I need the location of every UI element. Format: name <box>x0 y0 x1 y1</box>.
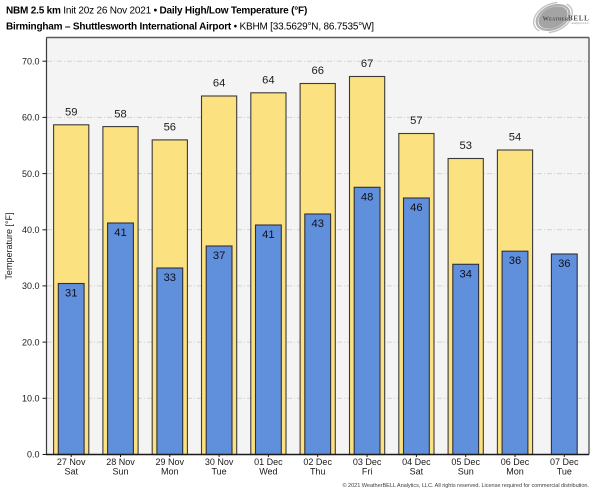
svg-text:02 Dec: 02 Dec <box>303 457 332 467</box>
svg-text:43: 43 <box>311 218 323 230</box>
svg-text:07 Dec: 07 Dec <box>550 457 579 467</box>
svg-text:© 2021 WeatherBELL Analytics,: © 2021 WeatherBELL Analytics, LLC. All r… <box>342 482 589 489</box>
svg-text:50.0: 50.0 <box>22 169 40 179</box>
svg-text:48: 48 <box>361 191 373 203</box>
svg-text:33: 33 <box>164 272 176 284</box>
svg-text:28 Nov: 28 Nov <box>106 457 135 467</box>
svg-text:Birmingham – Shuttlesworth Int: Birmingham – Shuttlesworth International… <box>6 22 374 33</box>
svg-text:30.0: 30.0 <box>22 281 40 291</box>
svg-text:31: 31 <box>65 288 77 300</box>
svg-text:36: 36 <box>509 255 521 267</box>
svg-text:37: 37 <box>213 250 225 262</box>
svg-text:66: 66 <box>311 65 323 77</box>
svg-text:29 Nov: 29 Nov <box>156 457 185 467</box>
svg-text:Tue: Tue <box>212 467 227 477</box>
svg-text:67: 67 <box>361 58 373 70</box>
svg-text:04 Dec: 04 Dec <box>402 457 431 467</box>
svg-text:40.0: 40.0 <box>22 225 40 235</box>
svg-text:Fri: Fri <box>362 467 373 477</box>
svg-text:Thu: Thu <box>310 467 326 477</box>
svg-text:Mon: Mon <box>506 467 524 477</box>
svg-text:06 Dec: 06 Dec <box>501 457 530 467</box>
svg-text:27 Nov: 27 Nov <box>57 457 86 467</box>
svg-text:57: 57 <box>410 115 422 127</box>
svg-text:60.0: 60.0 <box>22 113 40 123</box>
svg-text:Sun: Sun <box>112 467 128 477</box>
svg-text:01 Dec: 01 Dec <box>254 457 283 467</box>
svg-text:59: 59 <box>65 107 77 119</box>
svg-text:10.0: 10.0 <box>22 394 40 404</box>
svg-text:41: 41 <box>114 227 126 239</box>
svg-text:64: 64 <box>213 78 225 90</box>
svg-text:WEATHERBELL: WEATHERBELL <box>542 15 589 23</box>
svg-text:Analytics LLC: Analytics LLC <box>571 21 589 25</box>
svg-text:46: 46 <box>410 202 422 214</box>
svg-text:64: 64 <box>262 75 274 87</box>
svg-text:70.0: 70.0 <box>22 56 40 66</box>
svg-text:0.0: 0.0 <box>27 450 40 460</box>
svg-text:Sat: Sat <box>64 467 78 477</box>
svg-text:NBM 2.5 km Init 20z 26 Nov 202: NBM 2.5 km Init 20z 26 Nov 2021 • Daily … <box>6 6 307 17</box>
svg-text:54: 54 <box>509 132 521 144</box>
svg-text:Sat: Sat <box>410 467 424 477</box>
svg-text:53: 53 <box>459 140 471 152</box>
svg-text:41: 41 <box>262 229 274 241</box>
svg-text:30 Nov: 30 Nov <box>205 457 234 467</box>
svg-text:58: 58 <box>114 108 126 120</box>
svg-text:36: 36 <box>558 258 570 270</box>
svg-text:Sun: Sun <box>458 467 474 477</box>
svg-text:03 Dec: 03 Dec <box>353 457 382 467</box>
svg-text:56: 56 <box>164 122 176 134</box>
svg-text:Wed: Wed <box>259 467 277 477</box>
svg-text:Tue: Tue <box>557 467 572 477</box>
svg-text:Mon: Mon <box>161 467 179 477</box>
svg-text:05 Dec: 05 Dec <box>451 457 480 467</box>
svg-text:34: 34 <box>459 268 471 280</box>
svg-text:20.0: 20.0 <box>22 337 40 347</box>
svg-text:Temperature [°F]: Temperature [°F] <box>4 212 14 279</box>
